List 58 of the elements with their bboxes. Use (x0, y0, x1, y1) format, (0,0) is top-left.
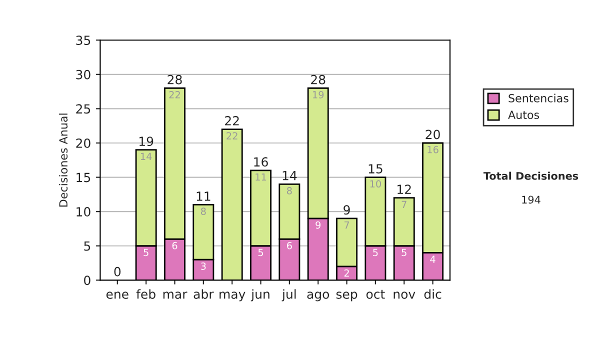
x-tick-label: sep (336, 292, 358, 302)
data-label: 6 (287, 242, 292, 250)
total-label: 14 (282, 171, 297, 180)
x-tick-label: mar (163, 292, 188, 299)
total-label: 9 (344, 205, 350, 215)
x-tick-label: jun (250, 289, 270, 302)
y-tick-label: 15 (76, 172, 90, 182)
data-label: 2 (344, 269, 349, 277)
total-label: 0 (114, 266, 121, 276)
data-label: 5 (402, 248, 406, 256)
total-label: 11 (196, 192, 210, 201)
x-tick-label: feb (136, 289, 156, 299)
text: 194 (522, 196, 540, 204)
y-tick-label: 10 (76, 207, 90, 217)
total-label: 28 (168, 74, 182, 84)
x-tick-label: abr (194, 289, 214, 299)
total-label: 12 (398, 184, 411, 194)
total-label: 20 (426, 130, 440, 140)
data-label: 10 (370, 180, 381, 188)
total-label: 16 (254, 157, 268, 167)
y-tick-label: 35 (76, 36, 90, 46)
total-label: 19 (139, 136, 154, 146)
legend-label: Autos (508, 110, 540, 120)
data-label: 4 (430, 256, 436, 263)
x-tick-label: ene (106, 292, 128, 299)
y-tick-label: 20 (76, 138, 90, 148)
legend-label: Sentencias (508, 94, 568, 102)
x-tick-label: dic (424, 289, 442, 299)
total-label: 28 (311, 74, 326, 84)
y-tick-label: 0 (84, 276, 90, 286)
data-label: 7 (402, 200, 406, 208)
data-label: 8 (287, 187, 292, 194)
y-tick-label: 25 (76, 104, 90, 114)
data-label: 3 (201, 262, 206, 270)
data-label: 22 (226, 132, 238, 140)
x-tick-label: jul (282, 289, 296, 302)
data-label: 22 (169, 91, 180, 98)
y-axis-title: Decisiones Anual (58, 114, 68, 207)
data-label: 7 (344, 221, 350, 229)
y-tick-label: 30 (76, 70, 90, 80)
data-label: 8 (200, 208, 206, 215)
x-tick-label: may (220, 292, 246, 302)
data-label: 11 (256, 173, 266, 181)
total-label: 22 (225, 116, 239, 126)
data-label: 16 (428, 146, 438, 154)
data-label: 5 (258, 248, 264, 256)
data-label: 14 (140, 152, 152, 160)
x-tick-label: oct (366, 290, 385, 299)
x-tick-label: nov (394, 292, 416, 299)
data-label: 19 (312, 91, 324, 98)
data-label: 9 (316, 221, 321, 229)
data-label: 5 (373, 248, 378, 256)
total-label: 15 (368, 164, 382, 174)
y-tick-label: 5 (84, 242, 90, 251)
data-label: 5 (144, 248, 148, 256)
x-tick-label: ago (307, 292, 330, 302)
text: Total Decisiones (483, 172, 578, 180)
data-label: 6 (172, 242, 178, 250)
